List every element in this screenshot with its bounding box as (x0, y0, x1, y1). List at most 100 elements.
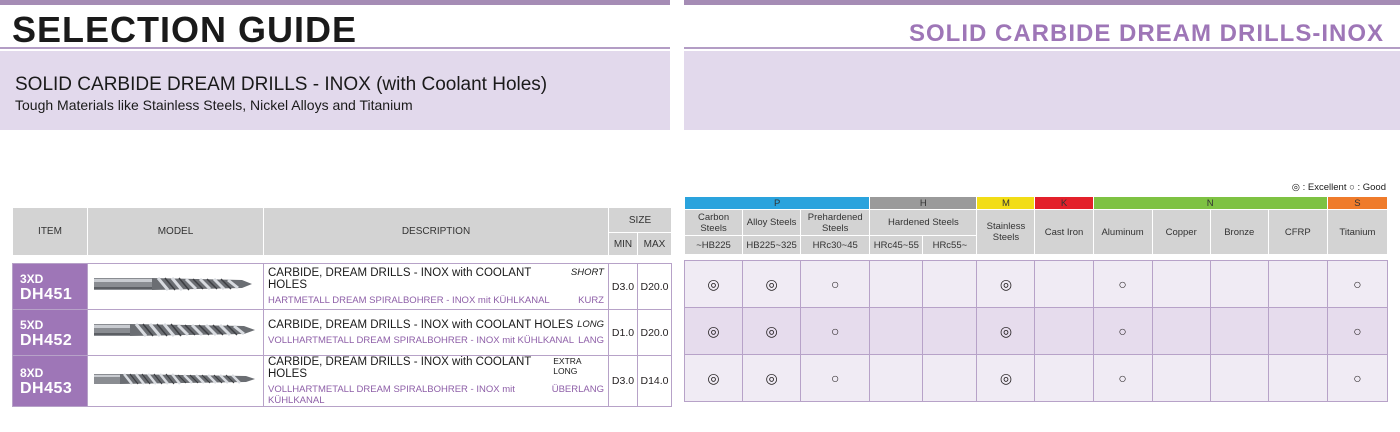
rating-cell (1034, 260, 1094, 308)
col-size-min: MIN (608, 232, 638, 256)
rating-cell: ◎ (976, 307, 1036, 355)
col-size: SIZE (607, 207, 673, 233)
description-de: VOLLHARTMETALL DREAM SPIRALBOHRER - INOX… (268, 335, 575, 346)
rating-cell: ◎ (683, 260, 744, 308)
item-code: DH452 (20, 331, 73, 349)
length-de: LANG (578, 335, 604, 346)
mat-aluminum: Aluminum (1092, 209, 1153, 255)
rating-row: ◎ ◎ ○ ◎ ○ ○ (683, 354, 1389, 402)
length-en: SHORT (570, 267, 604, 278)
description-cell: CARBIDE, DREAM DRILLS - INOX with COOLAN… (263, 355, 609, 407)
rating-cell (1151, 260, 1211, 308)
description-de: HARTMETALL DREAM SPIRALBOHRER - INOX mit… (268, 295, 550, 306)
rating-cell: ◎ (742, 354, 802, 402)
rating-cell: ○ (1092, 354, 1153, 402)
hardness-hardened-high: HRc55~ (922, 235, 978, 255)
rating-cell (1267, 354, 1328, 402)
item-cell: 5XD DH452 (12, 309, 88, 356)
length-en: LONG (577, 319, 604, 330)
page-title: SELECTION GUIDE (12, 9, 358, 50)
mat-hardened-steels: Hardened Steels (869, 209, 978, 236)
mat-bronze: Bronze (1209, 209, 1269, 255)
hardness-prehardened: HRc30~45 (800, 235, 871, 255)
rating-cell: ○ (800, 260, 871, 308)
description-en: CARBIDE, DREAM DRILLS - INOX with COOLAN… (268, 319, 574, 331)
description-cell: CARBIDE, DREAM DRILLS - INOX with COOLAN… (263, 263, 609, 310)
header-divider-right (684, 47, 1400, 49)
banner-title: SOLID CARBIDE DREAM DRILLS - INOX (with … (15, 74, 548, 95)
rating-cell: ◎ (976, 260, 1036, 308)
rating-cell (1034, 354, 1094, 402)
col-item: ITEM (12, 207, 88, 256)
rating-cell: ◎ (742, 307, 802, 355)
rating-cell (869, 307, 924, 355)
rating-cell (922, 307, 978, 355)
col-description: DESCRIPTION (263, 207, 609, 256)
mat-cast-iron: Cast Iron (1034, 209, 1094, 255)
header-divider-left (0, 47, 670, 49)
item-cell: 3XD DH451 (12, 263, 88, 310)
hardness-carbon: ~HB225 (683, 235, 744, 255)
rating-cell (1034, 307, 1094, 355)
mat-carbon-steels: Carbon Steels (683, 209, 744, 236)
rating-cell: ◎ (683, 354, 744, 402)
rating-cell (1209, 354, 1269, 402)
item-code: DH451 (20, 285, 73, 303)
rating-cell: ○ (800, 354, 871, 402)
top-accent-bar-left (0, 0, 670, 5)
drill-extra-long-icon (94, 372, 255, 385)
mat-copper: Copper (1151, 209, 1211, 255)
product-banner: SOLID CARBIDE DREAM DRILLS - INOX (with … (0, 51, 670, 130)
col-model: MODEL (87, 207, 264, 256)
group-m: M (976, 196, 1036, 210)
size-min: D1.0 (608, 309, 638, 356)
length-ratio: 5XD (20, 317, 44, 332)
banner-subtitle: Tough Materials like Stainless Steels, N… (15, 97, 413, 113)
application-table: P H M K N S Carbon Steels Alloy Steels P… (683, 196, 1389, 402)
mat-alloy-steels: Alloy Steels (742, 209, 802, 236)
description-de: VOLLHARTMETALL DREAM SPIRALBOHRER - INOX… (268, 384, 515, 406)
size-max: D20.0 (636, 309, 673, 356)
rating-cell: ○ (800, 307, 871, 355)
group-p: P (683, 196, 871, 210)
rating-cell: ○ (1092, 260, 1153, 308)
size-max: D14.0 (636, 355, 673, 407)
rating-row: ◎ ◎ ○ ◎ ○ ○ (683, 260, 1389, 308)
legend: ◎ : Excellent ○ : Good (1291, 182, 1386, 193)
rating-row: ◎ ◎ ○ ◎ ○ ○ (683, 307, 1389, 355)
rating-cell (869, 354, 924, 402)
mat-titanium: Titanium (1326, 209, 1389, 255)
group-n: N (1092, 196, 1328, 210)
description-cell: CARBIDE, DREAM DRILLS - INOX with COOLAN… (263, 309, 609, 356)
rating-cell: ◎ (742, 260, 802, 308)
col-size-max: MAX (636, 232, 673, 256)
product-banner-right (684, 51, 1400, 130)
rating-cell (1267, 260, 1328, 308)
length-ratio: 8XD (20, 366, 44, 380)
product-title: SOLID CARBIDE DREAM DRILLS-INOX (909, 20, 1384, 47)
rating-cell (1209, 307, 1269, 355)
length-de: KURZ (578, 295, 604, 306)
size-min: D3.0 (608, 263, 638, 310)
rating-cell (1209, 260, 1269, 308)
hardness-hardened-low: HRc45~55 (869, 235, 924, 255)
group-k: K (1034, 196, 1094, 210)
rating-cell: ○ (1326, 354, 1389, 402)
description-en: CARBIDE, DREAM DRILLS - INOX with COOLAN… (268, 356, 532, 380)
rating-cell: ○ (1326, 307, 1389, 355)
drill-image (87, 355, 264, 407)
top-accent-bar-right (684, 0, 1400, 5)
item-code: DH453 (20, 380, 73, 397)
hardness-alloy: HB225~325 (742, 235, 802, 255)
table-row: 8XD DH453 CARBIDE, DREAM DRILLS - INOX w… (12, 355, 673, 407)
size-max: D20.0 (636, 263, 673, 310)
rating-cell: ◎ (683, 307, 744, 355)
rating-cell (869, 260, 924, 308)
rating-cell (922, 260, 978, 308)
rating-cell (1151, 354, 1211, 402)
drill-image (87, 263, 264, 310)
group-h: H (869, 196, 978, 210)
length-de: ÜBERLANG (551, 384, 604, 395)
drill-short-icon (94, 277, 252, 291)
drill-image (87, 309, 264, 356)
